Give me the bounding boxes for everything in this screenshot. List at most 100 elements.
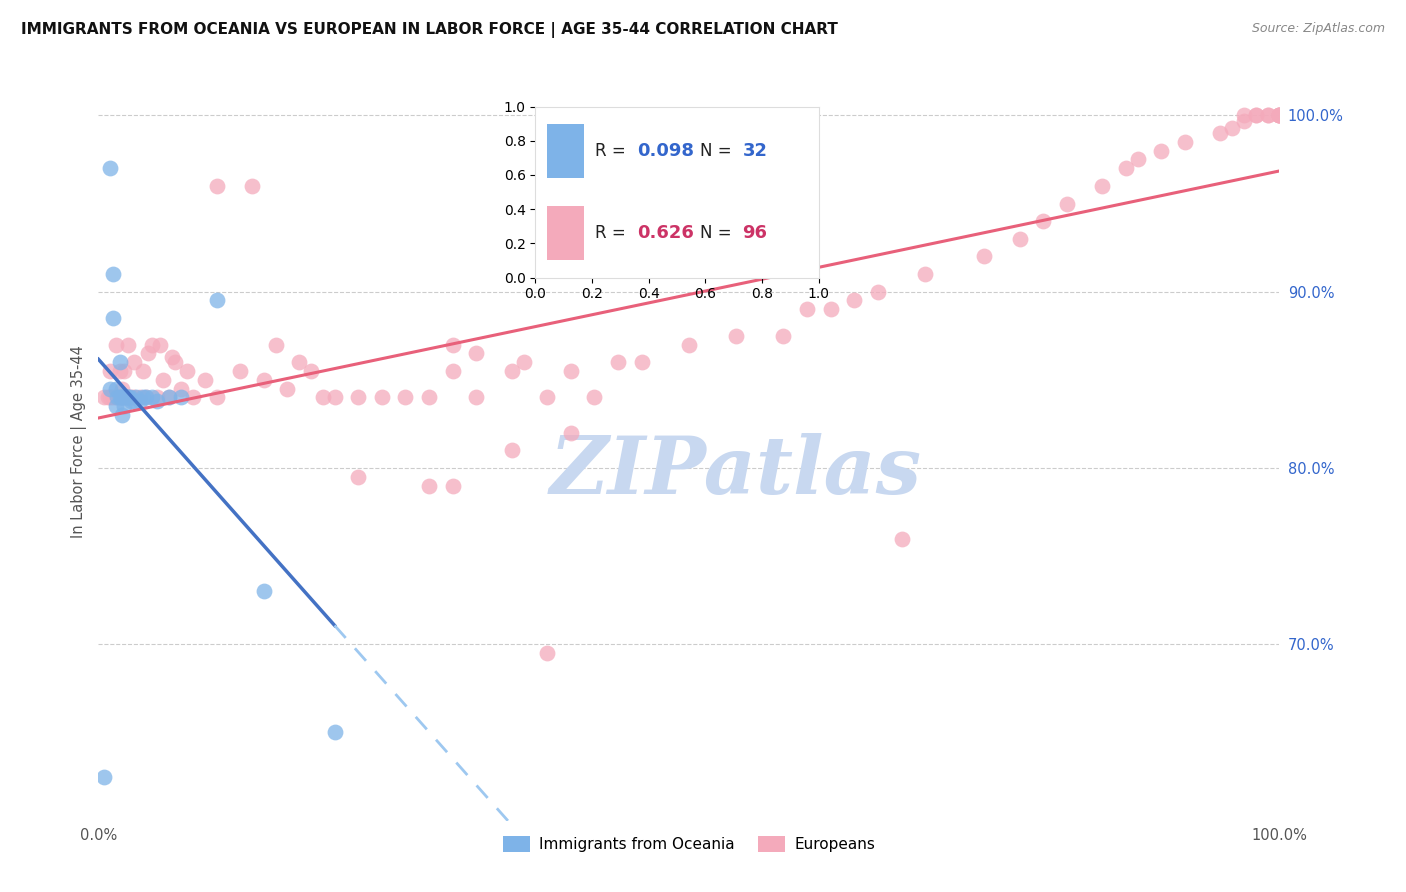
Point	[170, 382, 193, 396]
Point	[108, 364, 131, 378]
Point	[121, 391, 143, 405]
Point	[1220, 120, 1243, 135]
Point	[973, 249, 995, 263]
Point	[105, 391, 128, 405]
Point	[146, 394, 169, 409]
Point	[122, 391, 145, 405]
Point	[866, 285, 889, 299]
Y-axis label: In Labor Force | Age 35-44: In Labor Force | Age 35-44	[72, 345, 87, 538]
Point	[181, 391, 204, 405]
Bar	[547, 206, 583, 260]
Point	[108, 391, 131, 405]
Point	[288, 355, 311, 369]
Point	[418, 391, 440, 405]
Point	[1091, 178, 1114, 193]
Text: IMMIGRANTS FROM OCEANIA VS EUROPEAN IN LABOR FORCE | AGE 35-44 CORRELATION CHART: IMMIGRANTS FROM OCEANIA VS EUROPEAN IN L…	[21, 22, 838, 38]
Point	[890, 532, 912, 546]
Point	[125, 391, 148, 405]
Point	[132, 364, 155, 378]
Point	[111, 391, 134, 405]
Point	[264, 337, 287, 351]
Point	[122, 394, 145, 409]
Point	[772, 328, 794, 343]
Point	[111, 408, 134, 422]
Point	[914, 267, 936, 281]
Point	[1032, 214, 1054, 228]
Legend: Immigrants from Oceania, Europeans: Immigrants from Oceania, Europeans	[496, 830, 882, 858]
Point	[135, 391, 157, 405]
Point	[240, 178, 263, 193]
Text: 32: 32	[742, 142, 768, 160]
Point	[1268, 108, 1291, 122]
Point	[253, 584, 276, 599]
Point	[98, 391, 121, 405]
Point	[347, 391, 370, 405]
Text: N =: N =	[700, 224, 737, 242]
Point	[1244, 108, 1267, 122]
Point	[394, 391, 416, 405]
Point	[465, 391, 488, 405]
Point	[121, 394, 143, 409]
Point	[112, 364, 135, 378]
Point	[1257, 108, 1279, 122]
Point	[205, 178, 228, 193]
Point	[146, 391, 169, 405]
Point	[105, 399, 128, 413]
Point	[1115, 161, 1137, 176]
Point	[135, 391, 157, 405]
Point	[111, 391, 134, 405]
Point	[536, 646, 558, 660]
Text: 0.098: 0.098	[637, 142, 695, 160]
Point	[108, 355, 131, 369]
Point	[1233, 108, 1256, 122]
Point	[101, 311, 124, 326]
Point	[512, 355, 534, 369]
Point	[101, 267, 124, 281]
Point	[844, 293, 866, 308]
Point	[152, 373, 174, 387]
Point	[98, 364, 121, 378]
Point	[501, 443, 523, 458]
Point	[1268, 108, 1291, 122]
Point	[115, 391, 138, 405]
Point	[276, 382, 298, 396]
Point	[97, 391, 120, 405]
Point	[1268, 108, 1291, 122]
Point	[1126, 153, 1149, 167]
Text: N =: N =	[700, 142, 737, 160]
Point	[536, 391, 558, 405]
Point	[176, 364, 198, 378]
Point	[117, 391, 139, 405]
Point	[98, 382, 121, 396]
Point	[93, 391, 115, 405]
Point	[725, 328, 748, 343]
Point	[441, 478, 464, 492]
Text: R =: R =	[595, 224, 631, 242]
Point	[132, 391, 155, 405]
Point	[1008, 232, 1031, 246]
Point	[205, 293, 228, 308]
Text: ZIPatlas: ZIPatlas	[550, 434, 922, 510]
Point	[465, 346, 488, 360]
Point	[607, 355, 630, 369]
Text: R =: R =	[595, 142, 631, 160]
Point	[194, 373, 217, 387]
Point	[323, 391, 346, 405]
Point	[1209, 126, 1232, 140]
Point	[141, 391, 163, 405]
Text: Source: ZipAtlas.com: Source: ZipAtlas.com	[1251, 22, 1385, 36]
Point	[418, 478, 440, 492]
Point	[1233, 113, 1256, 128]
Point	[157, 391, 180, 405]
Point	[347, 470, 370, 484]
Text: 96: 96	[742, 224, 768, 242]
Point	[114, 391, 136, 405]
Point	[117, 337, 139, 351]
Point	[312, 391, 335, 405]
Point	[112, 391, 135, 405]
Point	[253, 373, 276, 387]
Text: 0.626: 0.626	[637, 224, 695, 242]
Point	[165, 355, 187, 369]
Point	[110, 391, 132, 405]
Point	[501, 364, 523, 378]
